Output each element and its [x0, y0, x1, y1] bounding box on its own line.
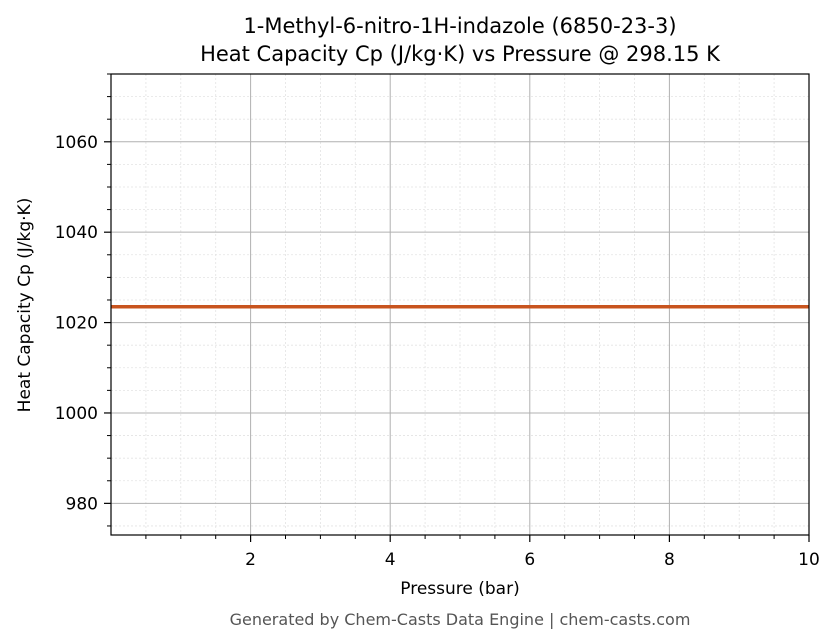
- x-tick-label: 4: [385, 550, 396, 570]
- chart-title-line-2: Heat Capacity Cp (J/kg·K) vs Pressure @ …: [200, 42, 721, 66]
- x-tick-labels: 2 4 6 8 10: [245, 550, 820, 570]
- y-tick-label: 1040: [55, 223, 98, 243]
- x-axis-label: Pressure (bar): [400, 579, 519, 599]
- y-tick-labels: 980 1000 1020 1040 1060: [55, 133, 98, 515]
- x-tick-label: 8: [664, 550, 675, 570]
- y-tick-label: 1000: [55, 404, 98, 424]
- y-axis-label: Heat Capacity Cp (J/kg·K): [15, 198, 35, 413]
- y-tick-label: 1020: [55, 314, 98, 334]
- footer-credit: Generated by Chem-Casts Data Engine | ch…: [230, 610, 691, 629]
- y-tick-label: 1060: [55, 133, 98, 153]
- minor-gridlines: [111, 73, 809, 535]
- y-tick-label: 980: [66, 494, 98, 514]
- chart-title-line-1: 1-Methyl-6-nitro-1H-indazole (6850-23-3): [243, 14, 676, 38]
- x-tick-label: 6: [524, 550, 535, 570]
- x-tick-label: 2: [245, 550, 256, 570]
- x-tick-label: 10: [798, 550, 820, 570]
- axis-ticks: [104, 73, 810, 542]
